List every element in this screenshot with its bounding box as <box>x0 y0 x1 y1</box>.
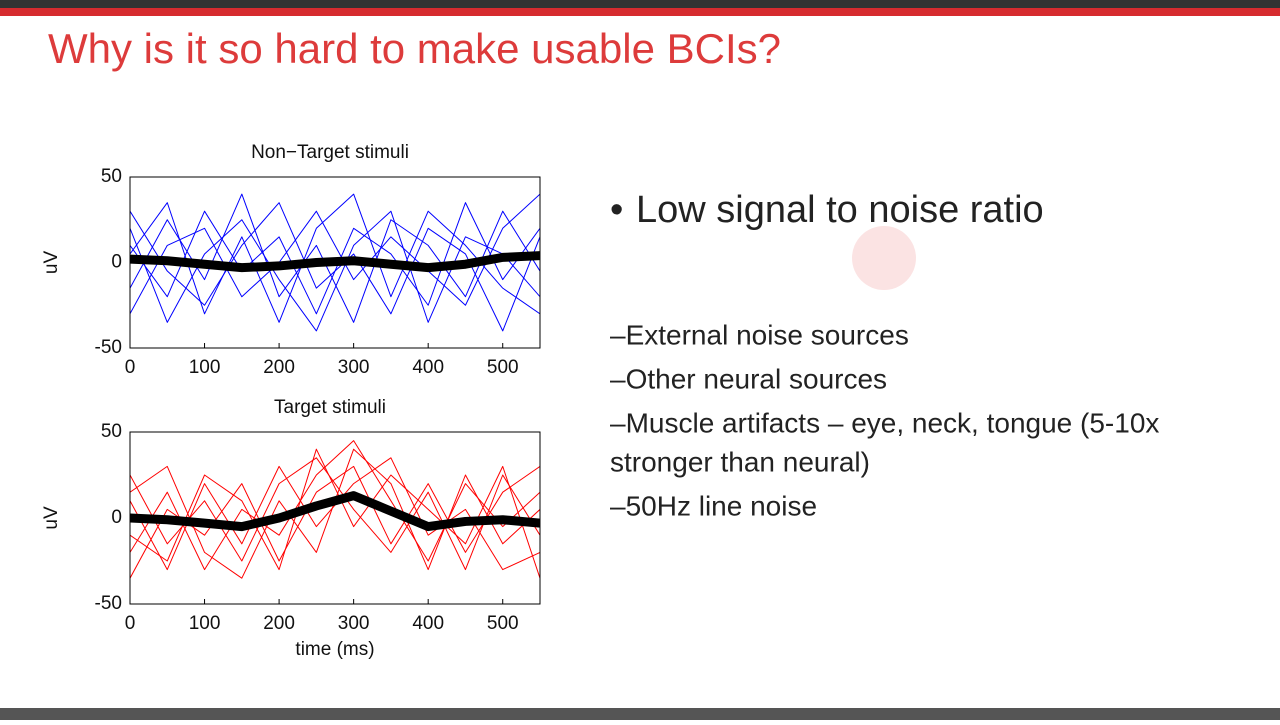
sub-bullet: –External noise sources <box>610 319 909 350</box>
data-line <box>130 448 540 579</box>
y-axis-label: uV <box>41 251 62 275</box>
sub-bullet: –Other neural sources <box>610 363 887 394</box>
y-axis-label: uV <box>41 506 62 530</box>
plot-frame <box>129 176 541 349</box>
x-tick-label: 500 <box>487 613 519 634</box>
data-line <box>130 251 540 273</box>
y-tick-label: 0 <box>111 507 122 528</box>
data-line <box>130 193 540 323</box>
top-bar <box>0 0 1280 8</box>
plot-frame <box>129 431 541 605</box>
x-tick-label: 300 <box>338 613 370 634</box>
data-line <box>130 457 540 571</box>
y-tick-label: 50 <box>101 166 122 187</box>
chart-title: Non−Target stimuli <box>251 142 409 163</box>
data-line <box>130 440 540 571</box>
sub-bullets: –External noise sources –Other neural sou… <box>610 319 1159 521</box>
x-axis-label: time (ms) <box>295 639 374 660</box>
data-line <box>130 193 540 323</box>
bullet-dot: • <box>610 189 623 231</box>
data-line <box>130 491 540 532</box>
y-tick-label: 50 <box>101 421 122 442</box>
x-tick-label: 300 <box>338 357 370 378</box>
x-tick-label: 100 <box>189 613 221 634</box>
y-tick-label: 0 <box>111 252 122 273</box>
slide-title: Why is it so hard to make usable BCIs? <box>48 25 781 72</box>
cursor-highlight <box>852 226 916 290</box>
data-line <box>130 457 540 571</box>
x-tick-label: 0 <box>125 357 136 378</box>
chart: Target stimuli uV time (ms) 0 100 200 300 400 50… <box>41 397 541 660</box>
bottom-bar <box>0 708 1280 720</box>
sub-bullet: stronger than neural) <box>610 446 870 477</box>
y-tick-label: -50 <box>95 593 122 614</box>
x-tick-label: 100 <box>189 357 221 378</box>
chart-title: Target stimuli <box>274 397 386 418</box>
accent-bar <box>0 8 1280 16</box>
data-line <box>130 465 540 579</box>
data-line <box>130 193 540 315</box>
x-tick-label: 0 <box>125 613 136 634</box>
sub-bullet: –50Hz line noise <box>610 490 817 521</box>
bullet: Low signal to noise ratio <box>636 189 1044 231</box>
x-tick-label: 400 <box>412 357 444 378</box>
x-tick-label: 200 <box>263 357 295 378</box>
x-tick-label: 400 <box>412 613 444 634</box>
x-tick-label: 200 <box>263 613 295 634</box>
x-tick-label: 500 <box>487 357 519 378</box>
sub-bullet: –Muscle artifacts – eye, neck, tongue (5… <box>610 407 1159 438</box>
y-tick-label: -50 <box>95 337 122 358</box>
